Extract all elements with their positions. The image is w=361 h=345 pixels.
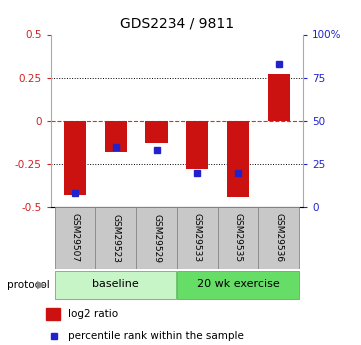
Bar: [55, 270, 177, 298]
Text: baseline: baseline: [92, 279, 139, 289]
Text: GSM29535: GSM29535: [234, 214, 243, 263]
Bar: [227, 121, 249, 197]
Bar: [186, 121, 209, 169]
Title: GDS2234 / 9811: GDS2234 / 9811: [120, 17, 234, 31]
Bar: [258, 207, 299, 269]
Bar: [55, 207, 95, 269]
Bar: [105, 121, 127, 152]
Text: protocol: protocol: [7, 280, 50, 289]
Text: GSM29533: GSM29533: [193, 214, 202, 263]
Text: GSM29523: GSM29523: [111, 214, 120, 263]
Bar: [45, 308, 60, 320]
Text: ▶: ▶: [37, 280, 46, 289]
Text: percentile rank within the sample: percentile rank within the sample: [68, 331, 244, 341]
Bar: [136, 207, 177, 269]
Bar: [218, 207, 258, 269]
Text: 20 wk exercise: 20 wk exercise: [197, 279, 279, 289]
Bar: [177, 270, 299, 298]
Bar: [268, 74, 290, 121]
Text: log2 ratio: log2 ratio: [68, 309, 118, 319]
Bar: [95, 207, 136, 269]
Bar: [177, 207, 218, 269]
Text: GSM29529: GSM29529: [152, 214, 161, 263]
Bar: [64, 121, 86, 195]
Text: GSM29536: GSM29536: [274, 214, 283, 263]
Text: GSM29507: GSM29507: [70, 214, 79, 263]
Bar: [145, 121, 168, 143]
